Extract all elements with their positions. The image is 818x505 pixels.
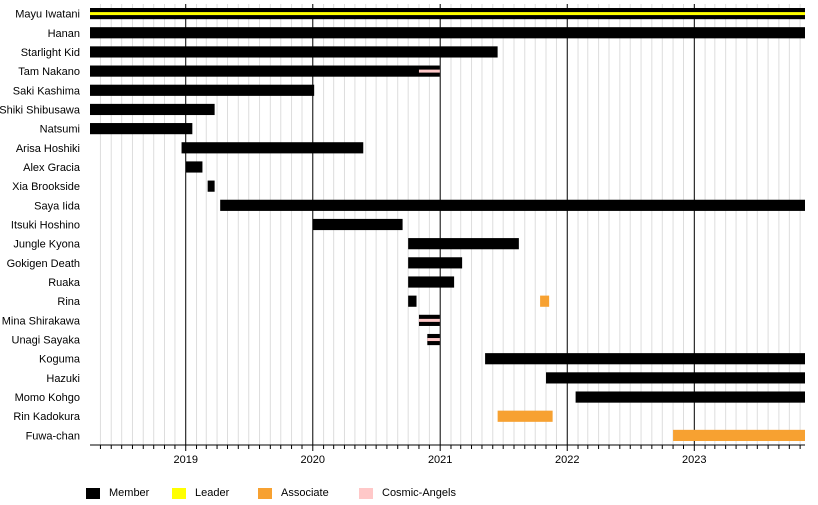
row-label: Hazuki xyxy=(46,373,80,385)
bar-member xyxy=(185,161,203,173)
row-label: Arisa Hoshiki xyxy=(16,143,80,155)
bar-associate xyxy=(497,410,553,422)
row-label: Starlight Kid xyxy=(21,47,80,59)
bar-cosmic-angels-stripe xyxy=(418,69,440,73)
x-tick-label: 2021 xyxy=(428,454,452,466)
x-tick-label: 2023 xyxy=(682,454,706,466)
row-label: Mina Shirakawa xyxy=(2,315,81,327)
row-label: Itsuki Hoshino xyxy=(11,220,80,232)
bar-member xyxy=(90,84,315,96)
bar-member xyxy=(408,257,463,269)
row-label: Hanan xyxy=(48,28,80,40)
row-label: Fuwa-chan xyxy=(26,430,80,442)
bar-member xyxy=(408,276,455,288)
bar-member xyxy=(90,65,440,77)
legend-swatch-cosmic-angels xyxy=(359,488,373,499)
row-label: Rin Kadokura xyxy=(13,411,81,423)
row-label: Alex Gracia xyxy=(23,162,81,174)
bars xyxy=(90,8,805,441)
row-label: Mayu Iwatani xyxy=(15,9,80,21)
bar-member xyxy=(90,123,193,135)
row-label: Xia Brookside xyxy=(12,181,80,193)
bar-member xyxy=(181,142,364,154)
row-label: Saya Iida xyxy=(34,200,81,212)
bar-cosmic-angels-stripe xyxy=(418,318,440,322)
legend-swatch-member xyxy=(86,488,100,499)
row-label: Natsumi xyxy=(40,124,80,136)
legend-label-member: Member xyxy=(109,487,150,499)
x-tick-label: 2020 xyxy=(301,454,325,466)
bar-member xyxy=(90,103,215,116)
bar-member xyxy=(575,391,805,403)
bar-member xyxy=(408,238,519,250)
row-label: Gokigen Death xyxy=(7,258,80,270)
legend-label-cosmic-angels: Cosmic-Angels xyxy=(382,487,456,499)
bar-member xyxy=(546,372,805,384)
row-labels: Mayu Iwatani Hanan Starlight Kid Tam Nakano… xyxy=(0,9,81,443)
legend-label-leader: Leader xyxy=(195,487,230,499)
x-tick-label: 2022 xyxy=(555,454,579,466)
bar-member xyxy=(485,353,805,365)
row-label: Shiki Shibusawa xyxy=(0,104,81,116)
legend-swatch-leader xyxy=(172,488,186,499)
bar-associate xyxy=(540,295,550,307)
bar-member xyxy=(220,199,805,211)
bar-member xyxy=(312,218,403,231)
x-tick-label: 2019 xyxy=(173,454,197,466)
bar-cosmic-angels-stripe xyxy=(427,338,440,342)
row-label: Ruaka xyxy=(48,277,81,289)
minor-grid xyxy=(99,4,801,445)
bar-leader-stripe xyxy=(90,12,805,16)
row-label: Saki Kashima xyxy=(13,85,81,97)
bar-member xyxy=(90,27,805,39)
row-label: Unagi Sayaka xyxy=(12,335,81,347)
row-label: Tam Nakano xyxy=(18,66,80,78)
x-axis: 2019 2020 2021 2022 2023 xyxy=(90,444,805,466)
bar-member xyxy=(408,295,417,307)
row-label: Rina xyxy=(57,296,81,308)
row-label: Jungle Kyona xyxy=(13,239,81,251)
bar-member xyxy=(207,180,215,192)
row-label: Koguma xyxy=(39,354,81,366)
legend-label-associate: Associate xyxy=(281,487,329,499)
bar-associate xyxy=(673,429,805,441)
legend-swatch-associate xyxy=(258,488,272,499)
row-label: Momo Kohgo xyxy=(15,392,80,404)
bar-member xyxy=(90,46,498,58)
